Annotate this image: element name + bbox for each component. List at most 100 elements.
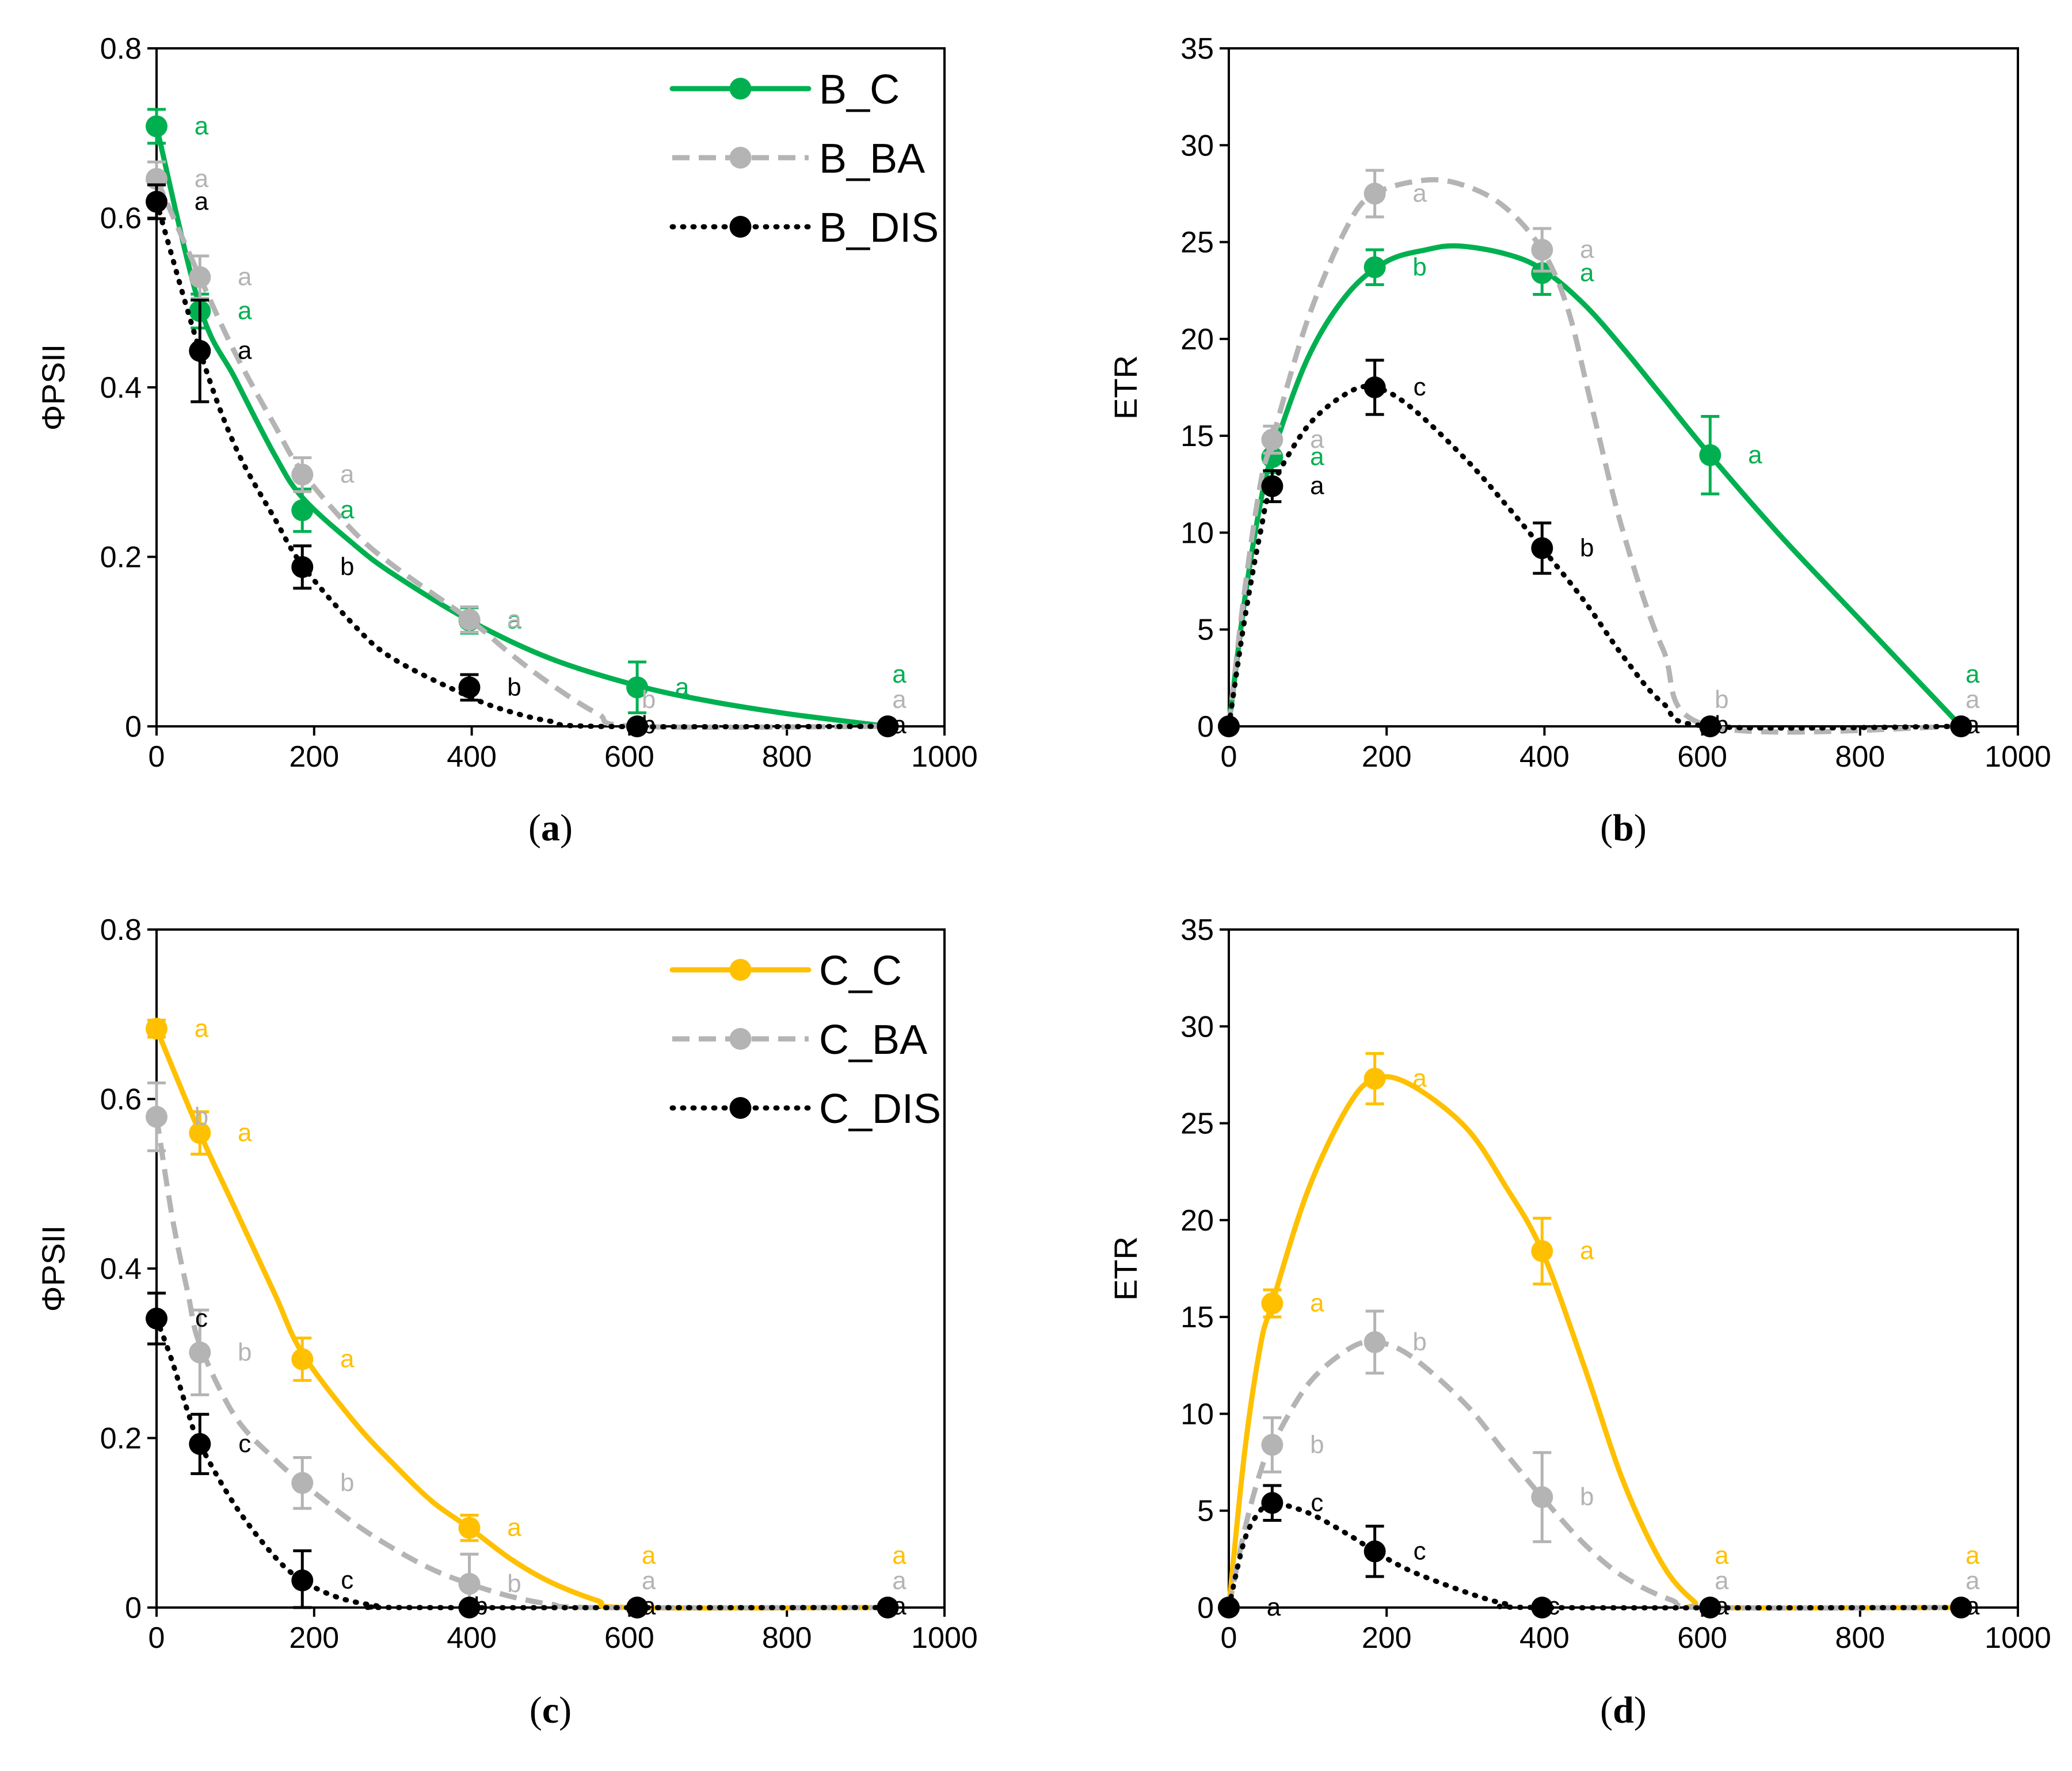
y-tick-label: 0.4 — [100, 1252, 142, 1286]
significance-label: b — [507, 1570, 521, 1598]
series-line — [154, 199, 890, 730]
legend-item: B_DIS — [669, 205, 939, 251]
data-point — [1699, 444, 1721, 466]
significance-label: a — [642, 1541, 656, 1570]
significance-label: b — [1715, 685, 1728, 714]
significance-label: a — [195, 188, 209, 216]
data-point — [626, 1597, 649, 1618]
significance-label: b — [507, 673, 521, 701]
x-tick-label: 400 — [1519, 740, 1570, 774]
x-tick-label: 1000 — [911, 740, 978, 774]
data-point — [458, 676, 481, 699]
significance-label: b — [642, 711, 656, 739]
data-point — [1218, 715, 1240, 737]
significance-label: a — [892, 1592, 907, 1620]
data-point — [291, 499, 314, 521]
significance-label: a — [1310, 1289, 1324, 1317]
y-tick-label: 15 — [1180, 420, 1214, 453]
y-tick-label: 0 — [1197, 710, 1214, 744]
data-point — [1261, 428, 1283, 451]
significance-label: a — [1966, 685, 1980, 714]
significance-label: a — [340, 460, 355, 489]
significance-label: a — [1580, 258, 1594, 287]
significance-label: c — [1414, 373, 1426, 401]
panel-b-etr-b: 0 200 400 600 800 1000 0 5 10 15 20 25 30 35 ETR (b) a b a… — [1107, 32, 2051, 849]
significance-label: a — [1580, 1237, 1594, 1265]
x-tick-label: 400 — [447, 1621, 497, 1655]
significance-label: a — [1412, 179, 1427, 207]
y-tick-label: 0.2 — [100, 541, 142, 574]
x-tick-label: 1000 — [1985, 740, 2051, 774]
significance-label: a — [1580, 235, 1594, 264]
data-point — [458, 1517, 481, 1539]
significance-label: a — [642, 1567, 656, 1595]
x-tick-label: 800 — [762, 740, 812, 774]
significance-label: a — [1412, 1064, 1427, 1092]
x-tick-label: 600 — [1677, 740, 1727, 774]
data-point — [1699, 715, 1721, 737]
significance-label: b — [1412, 1328, 1426, 1356]
data-point — [1218, 1597, 1240, 1618]
legend-swatch-marker — [729, 1097, 752, 1119]
significance-label: b — [340, 1469, 354, 1497]
series-line — [154, 1116, 888, 1610]
significance-label: b — [1580, 534, 1594, 562]
significance-label: a — [892, 1541, 907, 1570]
legend-item: C_C — [669, 948, 902, 994]
significance-label: a — [507, 1514, 521, 1542]
x-tick-label: 1000 — [1985, 1621, 2051, 1655]
data-point — [458, 608, 481, 631]
data-point — [189, 1341, 211, 1364]
series-b-dis: a c b b a — [1218, 359, 1980, 739]
significance-label: c — [1414, 1537, 1426, 1565]
significance-label: c — [1547, 1592, 1560, 1620]
legend-swatch-marker — [729, 1028, 752, 1050]
data-point — [1531, 537, 1553, 559]
significance-label: a — [1966, 1567, 1980, 1595]
significance-label: a — [892, 1567, 907, 1595]
significance-label: c — [1311, 1488, 1323, 1517]
legend-swatch-marker — [729, 959, 752, 981]
significance-label: b — [1412, 253, 1426, 281]
y-axis-label: ETR — [1107, 1236, 1144, 1301]
series-line — [1226, 1339, 1961, 1611]
significance-label: b — [195, 1102, 208, 1130]
x-tick-label: 0 — [148, 740, 165, 774]
significance-label: a — [1966, 1592, 1980, 1620]
data-point — [189, 1122, 211, 1144]
panel-a-phipsii-b: 0 200 400 600 800 100000.20.40.60.8ΦPSII(a)aa… — [35, 32, 978, 849]
data-point — [877, 715, 899, 737]
significance-label: c — [341, 1566, 353, 1594]
data-point — [1363, 1540, 1386, 1563]
x-tick-label: 600 — [604, 740, 654, 774]
y-tick-label: 5 — [1197, 614, 1214, 647]
legend: C_C C_BA C_DIS — [669, 948, 941, 1132]
series-line — [1226, 177, 1961, 735]
y-tick-label: 20 — [1180, 1204, 1214, 1237]
x-tick-label: 800 — [762, 1621, 812, 1655]
significance-label: a — [1966, 660, 1980, 688]
y-tick-label: 35 — [1180, 32, 1214, 66]
x-tick-label: 0 — [1221, 740, 1237, 774]
y-tick-label: 0.6 — [100, 1083, 142, 1117]
significance-label: a — [238, 1118, 252, 1147]
significance-label: c — [238, 1430, 251, 1458]
significance-label: a — [1267, 1593, 1281, 1621]
data-point — [291, 1472, 314, 1494]
legend-item: C_DIS — [669, 1086, 941, 1132]
data-point — [1363, 256, 1386, 279]
significance-label: a — [238, 296, 252, 325]
legend-swatch-marker — [729, 78, 752, 100]
legend-label: C_C — [819, 948, 902, 994]
significance-label: a — [1310, 425, 1324, 454]
x-tick-label: 200 — [1362, 740, 1412, 774]
data-point — [1363, 1331, 1386, 1353]
data-point — [1531, 262, 1553, 284]
legend-label: B_DIS — [819, 205, 939, 251]
data-point — [146, 1307, 167, 1330]
data-point — [1531, 239, 1553, 261]
